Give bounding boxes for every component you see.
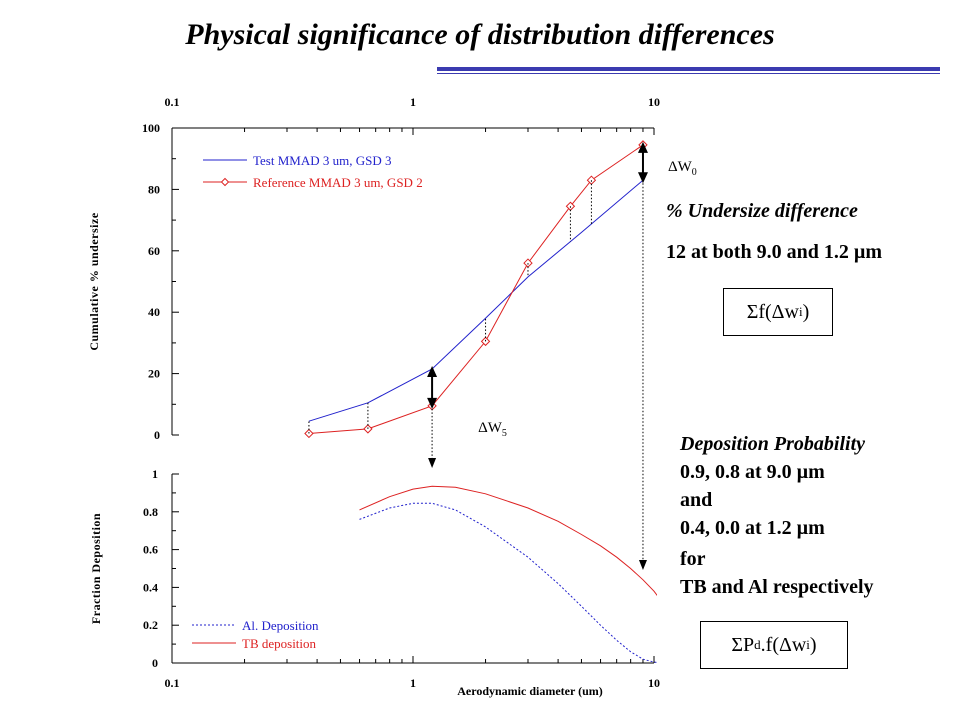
sum-formula-end: ) [802,300,810,323]
difference-label-sub: 5 [502,428,507,439]
prob-formula-sub1: d [754,637,761,652]
y-tick-label: 60 [148,244,160,258]
difference-label: ΔW0 [668,159,697,178]
deposition-line-5: TB and Al respectively [680,576,874,598]
probability-formula-box: ΣP d .f(Δw i) [700,621,848,669]
y-tick-label: 0.2 [143,618,158,632]
series-line [359,502,657,663]
prob-formula-mid: .f(Δw [760,633,807,656]
series-line [359,485,657,596]
sum-formula-text: Σf(Δw [746,300,799,323]
difference-label-main: ΔW [478,420,503,436]
deposition-line-2: and [680,489,713,511]
x-tick-label: 0.1 [165,676,180,690]
legend-marker-reference [220,177,230,187]
x-tick-label: 0.1 [165,95,180,109]
slide-title: Physical significance of distribution di… [185,18,775,51]
y-tick-label: 0.6 [143,543,158,557]
difference-arrow-head-top [637,141,648,153]
x-tick-label: 10 [648,676,660,690]
undersize-heading: % Undersize difference [666,200,858,222]
deposition-line-4: for [680,548,706,570]
undersize-value: 12 at both 9.0 and 1.2 µm [666,241,882,263]
legend-label-test: Test MMAD 3 um, GSD 3 [253,153,392,168]
x-tick-label: 1 [410,95,416,109]
y-tick-label: 80 [148,182,160,196]
title-rule [437,67,940,71]
legend-label-reference: Reference MMAD 3 um, GSD 2 [253,175,423,190]
deposition-heading: Deposition Probability [680,433,865,455]
difference-label-main: ΔW [668,159,693,175]
prob-formula-sub2: i [806,637,810,652]
y-tick-label: 1 [152,467,158,481]
sum-formula-sub: i [798,304,803,319]
y-tick-label: 0 [154,428,160,442]
y-tick-label: 0.4 [143,580,158,594]
connector-arrow-head [428,458,437,468]
series-line [308,144,644,434]
legend-label-al: Al. Deposition [242,618,319,633]
y-tick-label: 100 [142,121,160,135]
fraction-deposition-chart: 0.1 1 10 0 0.2 0.4 0.6 0.8 1 Fraction Deposition A… [89,467,660,698]
difference-label: ΔW5 [478,420,507,439]
difference-arrow-head-bottom [637,172,648,184]
title-rule-thin [437,73,940,74]
legend-label-tb: TB deposition [242,636,317,651]
deposition-line-1: 0.9, 0.8 at 9.0 µm [680,461,825,483]
x-tick-label: 1 [410,676,416,690]
y-tick-label: 0 [152,656,158,670]
deposition-line-3: 0.4, 0.0 at 1.2 µm [680,517,825,539]
difference-label-sub: 0 [692,167,697,178]
difference-arrow-head-top [427,365,438,377]
series-line [308,179,644,422]
annotation-connectors [428,183,647,570]
y-axis-label: Fraction Deposition [89,513,103,624]
difference-arrow-head-bottom [427,397,438,409]
x-tick-label: 10 [648,95,660,109]
y-tick-label: 0.8 [143,505,158,519]
y-tick-label: 40 [148,305,160,319]
x-axis-label: Aerodynamic diameter (um) [457,684,603,698]
y-axis-label: Cumulative % undersize [87,212,101,351]
prob-formula-start: ΣP [731,633,755,656]
connector-arrow-head [638,560,647,570]
prob-formula-end: ) [809,633,817,656]
sum-formula-box: Σf(Δw i) [723,288,833,336]
y-tick-label: 20 [148,367,160,381]
